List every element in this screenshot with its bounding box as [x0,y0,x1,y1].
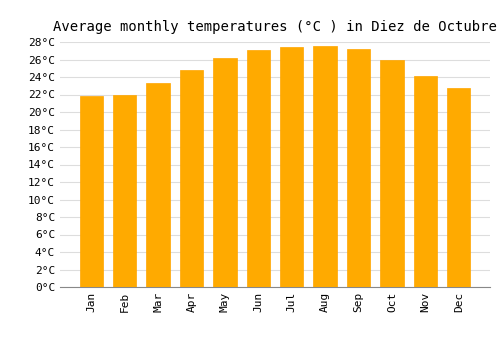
Bar [314,46,337,287]
Bar [113,94,136,287]
Bar [380,60,404,287]
Bar [180,70,203,287]
Bar [347,49,370,287]
Bar [80,96,103,287]
Bar [146,83,170,287]
Bar [280,47,303,287]
Title: Average monthly temperatures (°C ) in Diez de Octubre: Average monthly temperatures (°C ) in Di… [53,20,497,34]
Bar [447,88,470,287]
Bar [246,50,270,287]
Bar [213,58,236,287]
Bar [414,76,437,287]
